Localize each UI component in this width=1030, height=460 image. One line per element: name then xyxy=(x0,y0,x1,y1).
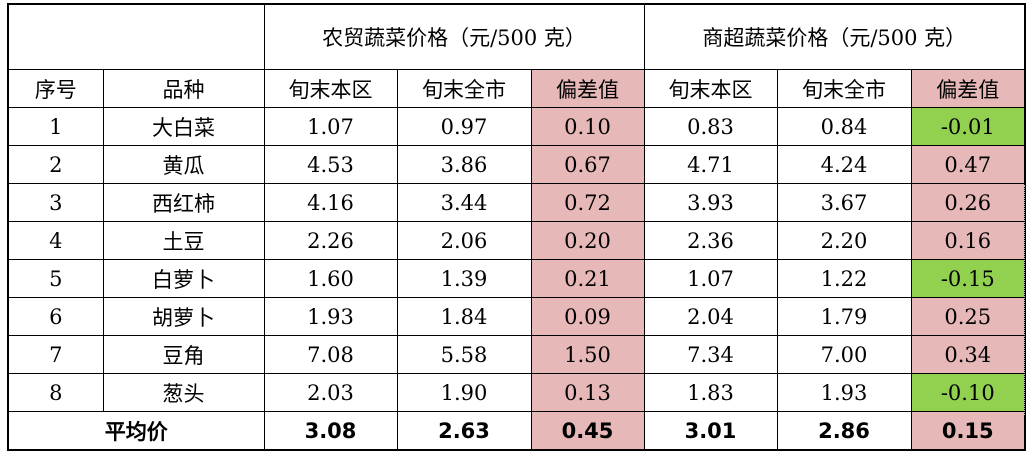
super-deviation: -0.10 xyxy=(910,373,1027,412)
farm-city-price: 1.90 xyxy=(396,373,532,412)
table-row: 8 葱头 2.03 1.90 0.13 1.83 1.93 -0.10 xyxy=(7,373,1027,412)
super-city-price: 2.20 xyxy=(776,221,912,260)
vegetable-price-table: 农贸蔬菜价格（元/500 克） 商超蔬菜价格（元/500 克） 序号 品种 旬末… xyxy=(7,3,1027,451)
variety-name: 豆角 xyxy=(102,335,265,374)
variety-name: 胡萝卜 xyxy=(102,297,265,336)
row-index: 2 xyxy=(7,145,104,184)
farm-city-price: 2.06 xyxy=(396,221,532,260)
farm-deviation: 0.67 xyxy=(530,145,645,184)
farm-local-price: 7.08 xyxy=(263,335,398,374)
col-header-super-city: 旬末全市 xyxy=(776,69,912,108)
variety-name: 葱头 xyxy=(102,373,265,412)
avg-super-local-price: 3.01 xyxy=(643,411,778,451)
super-local-price: 4.71 xyxy=(643,145,778,184)
variety-name: 大白菜 xyxy=(102,107,265,146)
super-local-price: 3.93 xyxy=(643,183,778,222)
farm-city-price: 5.58 xyxy=(396,335,532,374)
table-row: 3 西红柿 4.16 3.44 0.72 3.93 3.67 0.26 xyxy=(7,183,1027,222)
col-header-farm-city: 旬末全市 xyxy=(396,69,532,108)
super-deviation: 0.26 xyxy=(910,183,1027,222)
farm-deviation: 0.13 xyxy=(530,373,645,412)
super-city-price: 0.84 xyxy=(776,107,912,146)
average-label: 平均价 xyxy=(7,411,265,451)
super-deviation: 0.16 xyxy=(910,221,1027,260)
col-header-super-local: 旬末本区 xyxy=(643,69,778,108)
farm-city-price: 1.84 xyxy=(396,297,532,336)
farm-city-price: 3.44 xyxy=(396,183,532,222)
avg-farm-city-price: 2.63 xyxy=(396,411,532,451)
group-header-row: 农贸蔬菜价格（元/500 克） 商超蔬菜价格（元/500 克） xyxy=(7,3,1027,70)
row-index: 6 xyxy=(7,297,104,336)
farm-local-price: 2.03 xyxy=(263,373,398,412)
corner-cell xyxy=(7,3,265,70)
farm-city-price: 3.86 xyxy=(396,145,532,184)
variety-name: 西红柿 xyxy=(102,183,265,222)
super-city-price: 1.22 xyxy=(776,259,912,298)
table-row: 6 胡萝卜 1.93 1.84 0.09 2.04 1.79 0.25 xyxy=(7,297,1027,336)
super-deviation: 0.34 xyxy=(910,335,1027,374)
col-header-variety: 品种 xyxy=(102,69,265,108)
group-header-supermarket: 商超蔬菜价格（元/500 克） xyxy=(643,3,1027,70)
page-edge-marker xyxy=(1024,185,1029,415)
super-local-price: 2.04 xyxy=(643,297,778,336)
super-city-price: 3.67 xyxy=(776,183,912,222)
farm-local-price: 1.93 xyxy=(263,297,398,336)
avg-super-deviation: 0.15 xyxy=(910,411,1027,451)
farm-deviation: 1.50 xyxy=(530,335,645,374)
farm-local-price: 4.16 xyxy=(263,183,398,222)
table-row: 2 黄瓜 4.53 3.86 0.67 4.71 4.24 0.47 xyxy=(7,145,1027,184)
super-deviation: -0.01 xyxy=(910,107,1027,146)
group-header-farm: 农贸蔬菜价格（元/500 克） xyxy=(263,3,645,70)
super-city-price: 4.24 xyxy=(776,145,912,184)
super-local-price: 2.36 xyxy=(643,221,778,260)
farm-local-price: 2.26 xyxy=(263,221,398,260)
super-local-price: 1.07 xyxy=(643,259,778,298)
table-row: 5 白萝卜 1.60 1.39 0.21 1.07 1.22 -0.15 xyxy=(7,259,1027,298)
super-local-price: 0.83 xyxy=(643,107,778,146)
farm-deviation: 0.20 xyxy=(530,221,645,260)
table-row: 1 大白菜 1.07 0.97 0.10 0.83 0.84 -0.01 xyxy=(7,107,1027,146)
farm-city-price: 0.97 xyxy=(396,107,532,146)
farm-local-price: 1.60 xyxy=(263,259,398,298)
super-local-price: 7.34 xyxy=(643,335,778,374)
variety-name: 白萝卜 xyxy=(102,259,265,298)
farm-local-price: 1.07 xyxy=(263,107,398,146)
super-local-price: 1.83 xyxy=(643,373,778,412)
avg-farm-deviation: 0.45 xyxy=(530,411,645,451)
table-row: 4 土豆 2.26 2.06 0.20 2.36 2.20 0.16 xyxy=(7,221,1027,260)
farm-deviation: 0.21 xyxy=(530,259,645,298)
super-city-price: 7.00 xyxy=(776,335,912,374)
col-header-farm-deviation: 偏差值 xyxy=(530,69,645,108)
variety-name: 黄瓜 xyxy=(102,145,265,184)
avg-super-city-price: 2.86 xyxy=(776,411,912,451)
row-index: 7 xyxy=(7,335,104,374)
row-index: 4 xyxy=(7,221,104,260)
average-row: 平均价 3.08 2.63 0.45 3.01 2.86 0.15 xyxy=(7,411,1027,451)
farm-deviation: 0.10 xyxy=(530,107,645,146)
row-index: 3 xyxy=(7,183,104,222)
super-city-price: 1.93 xyxy=(776,373,912,412)
super-deviation: -0.15 xyxy=(910,259,1027,298)
super-deviation: 0.25 xyxy=(910,297,1027,336)
column-header-row: 序号 品种 旬末本区 旬末全市 偏差值 旬末本区 旬末全市 偏差值 xyxy=(7,69,1027,108)
farm-deviation: 0.72 xyxy=(530,183,645,222)
row-index: 8 xyxy=(7,373,104,412)
farm-deviation: 0.09 xyxy=(530,297,645,336)
row-index: 1 xyxy=(7,107,104,146)
super-deviation: 0.47 xyxy=(910,145,1027,184)
farm-local-price: 4.53 xyxy=(263,145,398,184)
avg-farm-local-price: 3.08 xyxy=(263,411,398,451)
col-header-farm-local: 旬末本区 xyxy=(263,69,398,108)
farm-city-price: 1.39 xyxy=(396,259,532,298)
col-header-super-deviation: 偏差值 xyxy=(910,69,1027,108)
table-row: 7 豆角 7.08 5.58 1.50 7.34 7.00 0.34 xyxy=(7,335,1027,374)
variety-name: 土豆 xyxy=(102,221,265,260)
row-index: 5 xyxy=(7,259,104,298)
super-city-price: 1.79 xyxy=(776,297,912,336)
col-header-index: 序号 xyxy=(7,69,104,108)
